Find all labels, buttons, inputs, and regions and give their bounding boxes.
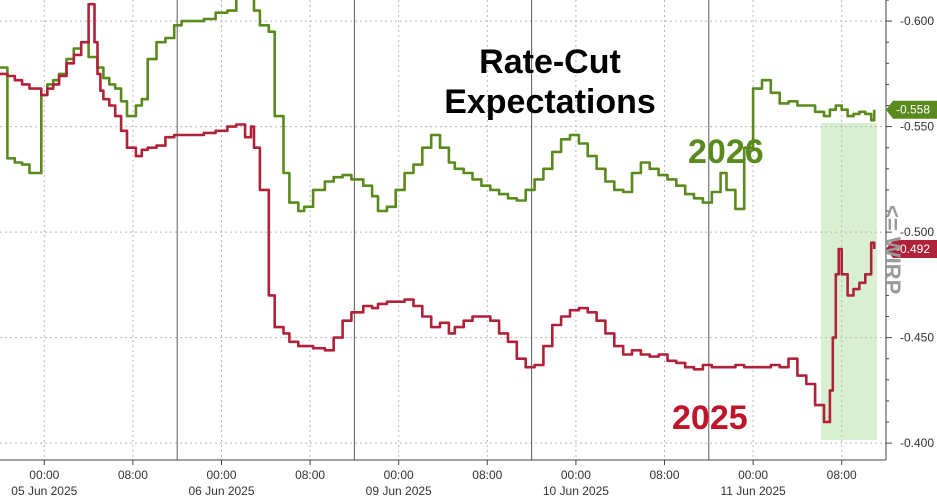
series-label-2026: 2026 <box>688 133 764 171</box>
x-tick-time: 00:00 <box>384 468 414 482</box>
x-tick-time: 08:00 <box>827 468 857 482</box>
x-tick-labels: 00:00 05 Jun 2025 08:00 00:00 06 Jun 2025 08:… <box>11 460 857 497</box>
y-tick-label: -0.400 <box>900 436 934 450</box>
value-badges: -0.558 -0.492 <box>886 100 937 258</box>
series-line-2025 <box>0 2 876 424</box>
x-tick-time: 00:00 <box>29 468 59 482</box>
y-axis-label: <= WIRP <box>880 205 905 294</box>
x-tick-time: 00:00 <box>561 468 591 482</box>
x-tick-date: 09 Jun 2025 <box>366 484 432 497</box>
y-tick-labels: -0.600 -0.550 -0.500 -0.450 -0.400 <box>900 14 934 450</box>
x-tick-date: 10 Jun 2025 <box>543 484 609 497</box>
y-tick-label: -0.450 <box>900 331 934 345</box>
axes <box>0 0 892 461</box>
x-tick-time: 00:00 <box>206 468 236 482</box>
badge-text: -0.492 <box>896 242 930 256</box>
x-tick-date: 06 Jun 2025 <box>188 484 254 497</box>
x-tick-time: 08:00 <box>649 468 679 482</box>
chart-title: Rate-Cut Expectations <box>444 43 656 121</box>
y-tick-label: -0.500 <box>900 225 934 239</box>
grid-lines <box>0 0 886 460</box>
x-tick-time: 08:00 <box>118 468 148 482</box>
badge-text: -0.558 <box>896 103 930 117</box>
x-tick-time: 08:00 <box>472 468 502 482</box>
x-tick-time: 00:00 <box>738 468 768 482</box>
series-layer <box>0 0 876 424</box>
y-tick-label: -0.600 <box>900 14 934 28</box>
highlight-region <box>821 123 878 440</box>
series-label-2025: 2025 <box>672 399 748 437</box>
last-value-badge-2025: -0.492 <box>886 239 937 258</box>
badge-shape <box>886 100 937 119</box>
x-tick-time: 08:00 <box>295 468 325 482</box>
last-value-badge-2026: -0.558 <box>886 100 937 119</box>
badge-shape <box>886 239 937 258</box>
y-tick-label: -0.550 <box>900 120 934 134</box>
series-line-2026 <box>0 0 876 213</box>
x-tick-date: 05 Jun 2025 <box>11 484 77 497</box>
x-tick-date: 11 Jun 2025 <box>721 484 786 497</box>
